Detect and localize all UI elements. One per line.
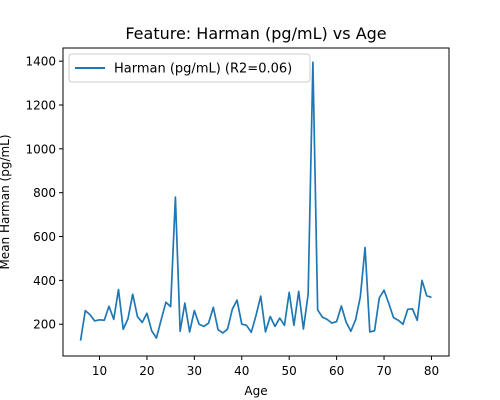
y-axis-ticks: 200 400 600 800 1000 1200 1400 <box>25 55 63 332</box>
y-tick-label: 1400 <box>25 55 56 69</box>
y-tick-label: 400 <box>33 274 56 288</box>
y-axis-label: Mean Harman (pg/mL) <box>0 134 12 269</box>
x-tick-label: 70 <box>376 364 391 378</box>
legend: Harman (pg/mL) (R2=0.06) <box>68 53 311 83</box>
x-tick-label: 20 <box>139 364 154 378</box>
y-tick-label: 200 <box>33 318 56 332</box>
plot-frame <box>62 47 450 357</box>
x-axis-label: Age <box>244 384 267 398</box>
series-line <box>79 61 432 341</box>
y-tick-label: 600 <box>33 230 56 244</box>
legend-box <box>68 53 311 83</box>
y-tick-label: 800 <box>33 186 56 200</box>
x-tick-label: 60 <box>329 364 344 378</box>
series-layer <box>79 61 432 341</box>
x-axis-ticks: 10 20 30 40 50 60 70 80 <box>92 356 439 378</box>
x-tick-label: 50 <box>282 364 297 378</box>
x-tick-label: 40 <box>234 364 249 378</box>
y-tick-label: 1200 <box>25 98 56 112</box>
x-tick-label: 80 <box>424 364 439 378</box>
y-tick-label: 1000 <box>25 142 56 156</box>
legend-label: Harman (pg/mL) (R2=0.06) <box>114 62 292 77</box>
chart-title: Feature: Harman (pg/mL) vs Age <box>125 24 386 43</box>
x-tick-label: 30 <box>187 364 202 378</box>
x-tick-label: 10 <box>92 364 107 378</box>
